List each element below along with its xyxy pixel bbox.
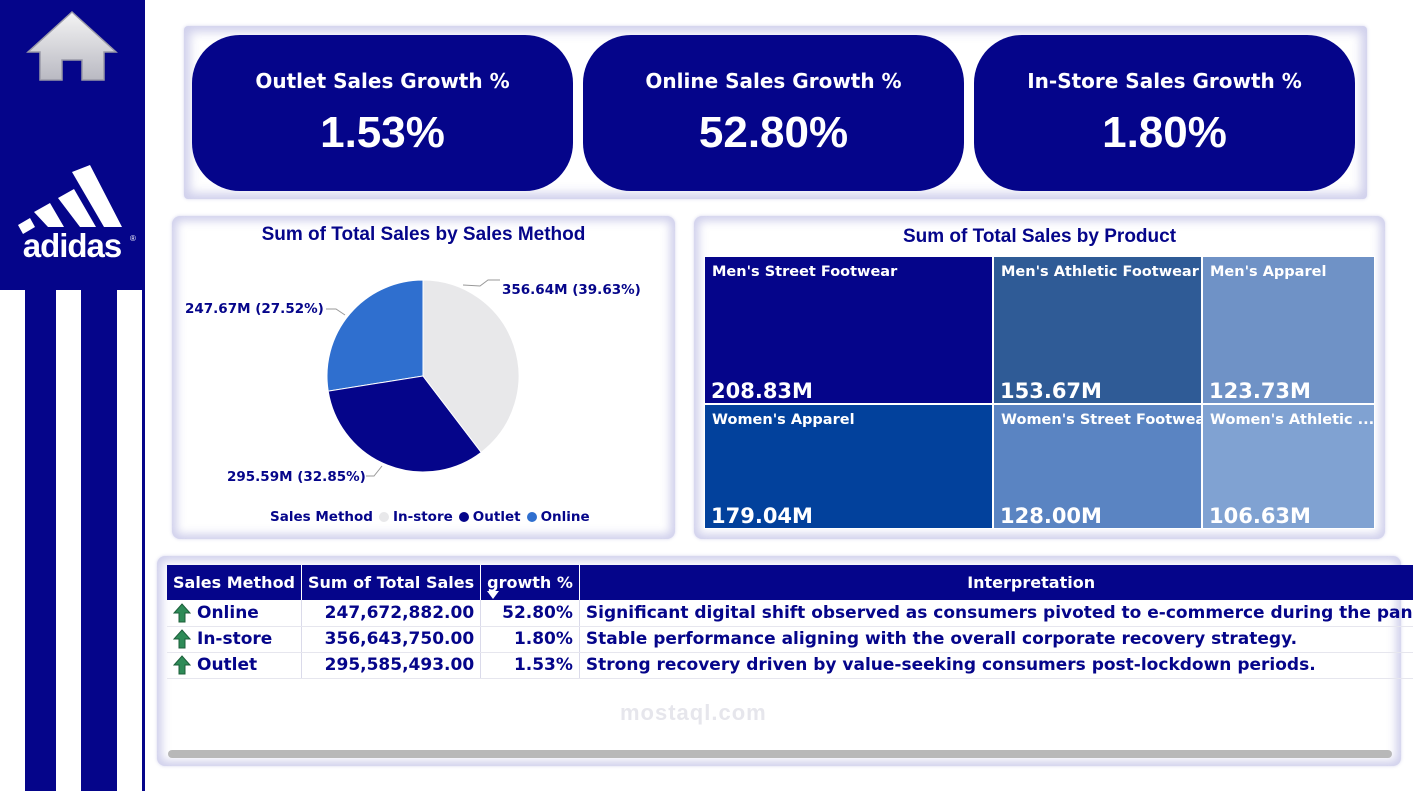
cell-sales-method: Online bbox=[167, 600, 303, 627]
legend-item-outlet[interactable]: Outlet bbox=[458, 509, 521, 525]
kpi-value: 52.80% bbox=[698, 108, 849, 157]
tile-label: Women's Street Footwear bbox=[1001, 412, 1202, 428]
column-header-total-sales[interactable]: Sum of Total Sales bbox=[301, 565, 482, 600]
cell-interpretation: Stable performance aligning with the ove… bbox=[579, 626, 1413, 653]
tile-value: 106.63M bbox=[1209, 504, 1311, 528]
pie-label-online: 247.67M (27.52%) bbox=[185, 301, 324, 317]
pie-label-instore: 356.64M (39.63%) bbox=[502, 282, 641, 298]
legend-dot-icon bbox=[458, 512, 469, 522]
cell-method-label: Online bbox=[197, 602, 259, 623]
home-icon bbox=[26, 10, 118, 81]
svg-text:®: ® bbox=[130, 234, 136, 243]
horizontal-scrollbar[interactable] bbox=[168, 750, 1392, 758]
leader-line-online bbox=[326, 308, 346, 316]
legend-title: Sales Method bbox=[270, 509, 373, 525]
kpi-title: Outlet Sales Growth % bbox=[255, 69, 510, 93]
column-header-sales-method[interactable]: Sales Method bbox=[167, 565, 303, 600]
treemap-panel: Sum of Total Sales by Product Men's Stre… bbox=[694, 216, 1385, 539]
legend-label: Outlet bbox=[472, 509, 521, 525]
column-header-growth[interactable]: growth % bbox=[480, 565, 580, 600]
kpi-title: In-Store Sales Growth % bbox=[1027, 69, 1302, 93]
pie-chart-panel: Sum of Total Sales by Sales Method 356.6… bbox=[172, 216, 675, 539]
tile-label: Men's Apparel bbox=[1210, 264, 1327, 280]
cell-sales-method: In-store bbox=[167, 626, 303, 653]
kpi-value: 1.80% bbox=[1102, 108, 1227, 157]
tile-value: 153.67M bbox=[1000, 379, 1102, 403]
column-header-interpretation[interactable]: Interpretation bbox=[579, 565, 1413, 600]
legend-item-instore[interactable]: In-store bbox=[378, 509, 453, 525]
cell-total-sales: 247,672,882.00 bbox=[301, 600, 482, 627]
pie-slice-instore[interactable] bbox=[422, 279, 520, 454]
pie-slice-outlet[interactable] bbox=[327, 375, 482, 473]
kpi-card-online: Online Sales Growth % 52.80% bbox=[583, 35, 964, 191]
cell-interpretation: Significant digital shift observed as co… bbox=[579, 600, 1413, 627]
legend-item-online[interactable]: Online bbox=[526, 509, 590, 525]
pie-legend: Sales Method In-store Outlet Online bbox=[270, 509, 590, 525]
column-header-growth-label: growth % bbox=[487, 573, 573, 592]
treemap-chart: Men's Street Footwear 208.83M Women's Ap… bbox=[704, 256, 1375, 529]
treemap-tile[interactable]: Men's Street Footwear 208.83M bbox=[704, 256, 993, 404]
kpi-value: 1.53% bbox=[320, 108, 445, 157]
treemap-tile[interactable]: Women's Apparel 179.04M bbox=[704, 404, 993, 529]
treemap-tile[interactable]: Women's Street Footwear 128.00M bbox=[993, 404, 1202, 529]
tile-value: 179.04M bbox=[711, 504, 813, 528]
tile-label: Men's Athletic Footwear bbox=[1001, 264, 1199, 280]
tile-value: 208.83M bbox=[711, 379, 813, 403]
pie-label-outlet: 295.59M (32.85%) bbox=[227, 469, 366, 485]
sidebar-stripe bbox=[56, 290, 81, 791]
kpi-strip: Outlet Sales Growth % 1.53% Online Sales… bbox=[184, 26, 1367, 199]
sidebar-stripe bbox=[0, 290, 25, 791]
sales-method-table-panel: Sales Method Sum of Total Sales growth %… bbox=[157, 556, 1413, 766]
tile-value: 123.73M bbox=[1209, 379, 1311, 403]
cell-growth: 1.80% bbox=[480, 626, 580, 653]
watermark: mostaql.com bbox=[620, 700, 767, 725]
arrow-up-icon bbox=[173, 629, 191, 649]
sort-descending-icon[interactable] bbox=[487, 591, 500, 599]
leader-line-outlet bbox=[366, 465, 383, 477]
kpi-card-outlet: Outlet Sales Growth % 1.53% bbox=[192, 35, 573, 191]
kpi-card-instore: In-Store Sales Growth % 1.80% bbox=[974, 35, 1355, 191]
legend-dot-icon bbox=[378, 512, 389, 522]
tile-label: Men's Street Footwear bbox=[712, 264, 898, 280]
cell-sales-method: Outlet bbox=[167, 652, 303, 679]
tile-label: Women's Athletic ... bbox=[1210, 412, 1375, 428]
table-row[interactable]: Outlet 295,585,493.00 1.53% Strong recovery… bbox=[167, 652, 1413, 679]
legend-label: In-store bbox=[392, 509, 453, 525]
treemap-tile[interactable]: Men's Athletic Footwear 153.67M bbox=[993, 256, 1202, 404]
table-header-row: Sales Method Sum of Total Sales growth %… bbox=[167, 565, 1413, 600]
adidas-logo: adidas ® bbox=[0, 165, 145, 265]
cell-total-sales: 356,643,750.00 bbox=[301, 626, 482, 653]
tile-value: 128.00M bbox=[1000, 504, 1102, 528]
legend-dot-icon bbox=[526, 512, 537, 522]
tile-label: Women's Apparel bbox=[712, 412, 855, 428]
cell-method-label: In-store bbox=[197, 629, 273, 649]
svg-text:adidas: adidas bbox=[23, 227, 122, 264]
kpi-title: Online Sales Growth % bbox=[645, 69, 902, 93]
table-row[interactable]: In-store 356,643,750.00 1.80% Stable perfor… bbox=[167, 626, 1413, 653]
pie-chart-title: Sum of Total Sales by Sales Method bbox=[261, 224, 586, 245]
treemap-tile[interactable]: Men's Apparel 123.73M bbox=[1202, 256, 1375, 404]
leader-line-instore bbox=[462, 279, 500, 287]
cell-growth: 52.80% bbox=[480, 600, 580, 627]
legend-label: Online bbox=[540, 509, 590, 525]
cell-total-sales: 295,585,493.00 bbox=[301, 652, 482, 679]
cell-method-label: Outlet bbox=[197, 655, 258, 675]
arrow-up-icon bbox=[173, 602, 191, 623]
pie-chart bbox=[326, 279, 520, 477]
sales-method-table: Sales Method Sum of Total Sales growth %… bbox=[167, 565, 1413, 679]
arrow-up-icon bbox=[173, 655, 191, 675]
home-button[interactable] bbox=[26, 8, 118, 88]
treemap-title: Sum of Total Sales by Product bbox=[902, 226, 1177, 247]
table-row[interactable]: Online 247,672,882.00 52.80% Significant di… bbox=[167, 600, 1413, 627]
treemap-tile[interactable]: Women's Athletic ... 106.63M bbox=[1202, 404, 1375, 529]
pie-slice-online[interactable] bbox=[326, 279, 424, 392]
sidebar: adidas ® bbox=[0, 0, 145, 791]
cell-interpretation: Strong recovery driven by value-seeking … bbox=[579, 652, 1413, 679]
sidebar-stripe bbox=[117, 290, 142, 791]
cell-growth: 1.53% bbox=[480, 652, 580, 679]
